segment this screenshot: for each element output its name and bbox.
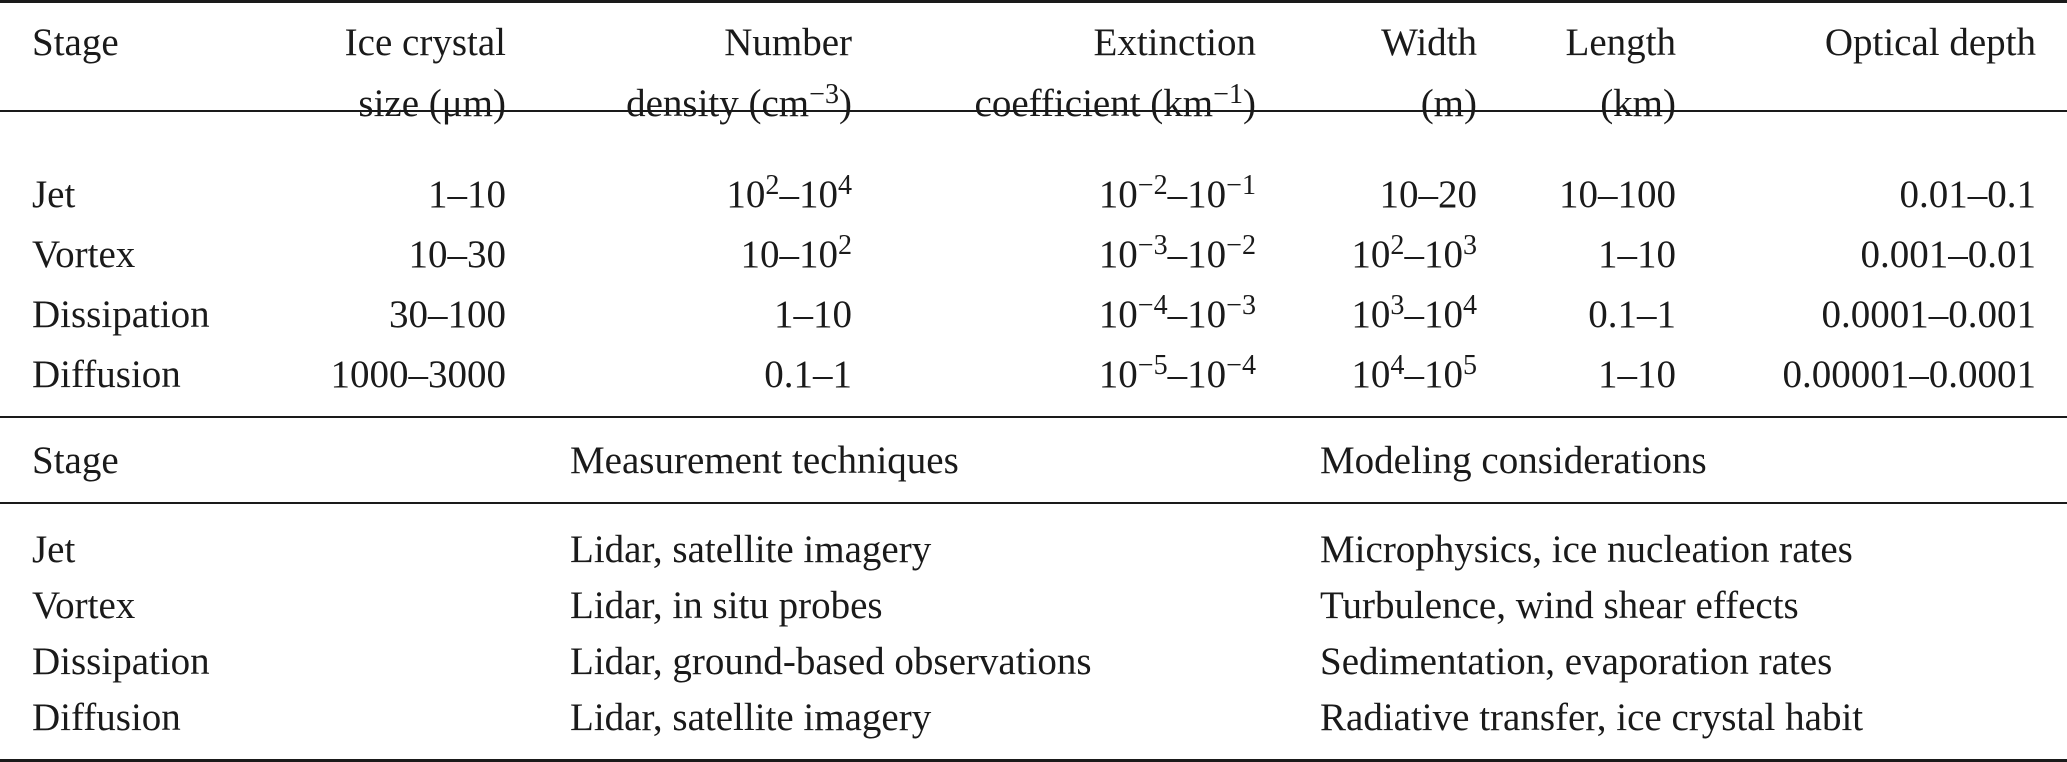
header-stage-2: Stage [32,439,119,482]
row-dissipation-size: 30–100 [389,293,506,336]
header-number-density-line1: Number [724,21,852,64]
row-jet-stage: Jet [32,173,76,216]
mid-rule [0,416,2067,418]
row-vortex-optical-depth: 0.001–0.01 [1860,233,2037,276]
row-dissipation-stage: Dissipation [32,293,210,336]
bottom-row-dissipation-measurement: Lidar, ground-based observations [570,640,1092,683]
row-dissipation-density: 1–10 [774,293,852,336]
top-rule [0,0,2067,3]
bottom-row-diffusion-measurement: Lidar, satellite imagery [570,696,932,739]
header-extinction-line1: Extinction [1093,21,1256,64]
header-rule-top-table [0,110,2067,112]
row-vortex-stage: Vortex [32,233,136,276]
bottom-row-dissipation-modeling: Sedimentation, evaporation rates [1320,640,1833,683]
row-diffusion-density: 0.1–1 [764,353,852,396]
header-width-line2: (m) [1420,82,1477,125]
bottom-row-jet-modeling: Microphysics, ice nucleation rates [1320,528,1853,571]
bottom-row-jet-measurement: Lidar, satellite imagery [570,528,932,571]
row-jet-length: 10–100 [1559,173,1676,216]
header-length-line1: Length [1565,21,1676,64]
row-diffusion-length: 1–10 [1598,353,1676,396]
header-rule-bottom-table [0,502,2067,504]
header-width-line1: Width [1381,21,1477,64]
row-diffusion-size: 1000–3000 [330,353,507,396]
bottom-rule [0,759,2067,762]
header-number-density-line2: density (cm−3) [626,79,852,125]
header-optical-depth: Optical depth [1824,21,2036,64]
header-modeling-considerations: Modeling considerations [1320,439,1707,482]
row-diffusion-extinction: 10−5–10−4 [1098,350,1256,396]
row-vortex-width: 102–103 [1351,230,1477,276]
row-jet-optical-depth: 0.01–0.1 [1899,173,2037,216]
row-vortex-size: 10–30 [408,233,507,276]
row-vortex-extinction: 10−3–10−2 [1098,230,1256,276]
row-vortex-length: 1–10 [1598,233,1676,276]
bottom-row-diffusion-modeling: Radiative transfer, ice crystal habit [1320,696,1864,739]
row-jet-width: 10–20 [1379,173,1478,216]
row-dissipation-length: 0.1–1 [1588,293,1676,336]
bottom-row-vortex-stage: Vortex [32,584,136,627]
header-extinction-line2: coefficient (km−1) [974,79,1256,125]
row-diffusion-width: 104–105 [1351,350,1477,396]
row-dissipation-width: 103–104 [1351,290,1477,336]
header-length-line2: (km) [1600,82,1676,125]
header-ice-crystal-line2: size (μm) [358,82,506,125]
row-dissipation-extinction: 10−4–10−3 [1098,290,1256,336]
bottom-row-vortex-measurement: Lidar, in situ probes [570,584,883,627]
row-vortex-density: 10–102 [740,230,852,276]
header-ice-crystal-line1: Ice crystal [344,21,506,64]
header-measurement-techniques: Measurement techniques [570,439,959,482]
row-jet-size: 1–10 [428,173,506,216]
bottom-row-diffusion-stage: Diffusion [32,696,181,739]
row-jet-extinction: 10−2–10−1 [1098,170,1256,216]
header-stage: Stage [32,21,119,64]
bottom-row-jet-stage: Jet [32,528,76,571]
row-diffusion-optical-depth: 0.00001–0.0001 [1782,353,2037,396]
bottom-row-vortex-modeling: Turbulence, wind shear effects [1320,584,1799,627]
bottom-row-dissipation-stage: Dissipation [32,640,210,683]
row-diffusion-stage: Diffusion [32,353,181,396]
row-jet-density: 102–104 [726,170,852,216]
row-dissipation-optical-depth: 0.0001–0.001 [1821,293,2037,336]
